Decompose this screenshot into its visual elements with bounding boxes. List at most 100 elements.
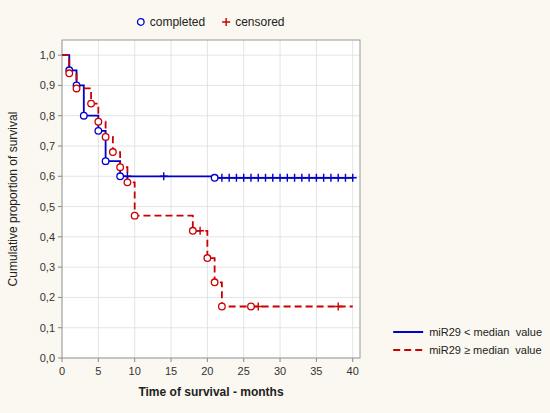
- tick: [207, 358, 208, 362]
- event-marker: [248, 303, 255, 310]
- tick-label: 0,8: [40, 110, 55, 122]
- grid-line: [171, 40, 172, 358]
- grid-line: [62, 85, 360, 86]
- tick: [58, 176, 62, 177]
- tick: [62, 358, 63, 362]
- legend-label: miR29 ≥ median value: [429, 344, 541, 356]
- censored-marker: [341, 174, 349, 182]
- censored-marker: [334, 174, 342, 182]
- legend-label: completed: [150, 15, 205, 29]
- chart: 0,00,10,20,30,40,50,60,70,80,91,00510152…: [0, 0, 550, 413]
- step-line: [62, 55, 353, 306]
- tick-label: 0,6: [40, 170, 55, 182]
- censored-marker: [312, 174, 320, 182]
- grid-line: [316, 40, 317, 358]
- censored-marker: [218, 174, 226, 182]
- tick: [58, 146, 62, 147]
- legend-item: censored: [222, 15, 284, 29]
- tick-label: 0,7: [40, 140, 55, 152]
- legend-label: censored: [235, 15, 284, 29]
- grid-line: [280, 40, 281, 358]
- tick: [58, 327, 62, 328]
- tick: [243, 358, 244, 362]
- tick: [98, 358, 99, 362]
- lines: [62, 55, 353, 306]
- tick-label: 0,3: [40, 261, 55, 273]
- step-line: [62, 55, 353, 178]
- legend-symbol: [393, 349, 423, 351]
- tick: [58, 267, 62, 268]
- censored-marker: [232, 174, 240, 182]
- grid: [62, 40, 360, 358]
- tick-label: 40: [347, 365, 359, 377]
- censored-marker: [196, 227, 204, 235]
- event-marker: [95, 118, 102, 125]
- tick-label: 0: [59, 365, 65, 377]
- tick: [171, 358, 172, 362]
- tick: [58, 236, 62, 237]
- event-marker: [117, 173, 124, 180]
- legend-lines: miR29 < median value miR29 ≥ median value: [393, 326, 542, 356]
- legend-symbol: [137, 19, 144, 26]
- event-marker: [204, 255, 211, 262]
- legend-markers: completed censored: [137, 15, 284, 29]
- tick-label: 1,0: [40, 49, 55, 61]
- legend-item: miR29 < median value: [393, 326, 542, 338]
- event-marker: [117, 164, 124, 171]
- tick-label: 35: [310, 365, 322, 377]
- tick: [352, 358, 353, 362]
- tick: [134, 358, 135, 362]
- tick-label: 10: [129, 365, 141, 377]
- censored-marker: [225, 174, 233, 182]
- grid-line: [62, 327, 360, 328]
- tick-label: 15: [165, 365, 177, 377]
- tick: [58, 85, 62, 86]
- background: [0, 0, 550, 413]
- censored-marker: [349, 174, 357, 182]
- tick-label: 0,0: [40, 352, 55, 364]
- legend-symbol: [393, 331, 423, 333]
- tick: [58, 358, 62, 359]
- data: [62, 55, 357, 310]
- tick-label: 0,9: [40, 79, 55, 91]
- tick-label: 20: [201, 365, 213, 377]
- tick-label: 30: [274, 365, 286, 377]
- censored-marker: [160, 172, 168, 180]
- event-marker: [131, 212, 138, 219]
- grid-line: [352, 40, 353, 358]
- tick: [58, 55, 62, 56]
- event-marker: [73, 85, 80, 92]
- axes: 0,00,10,20,30,40,50,60,70,80,91,00510152…: [40, 40, 360, 377]
- grid-line: [98, 40, 99, 358]
- grid-line: [62, 206, 360, 207]
- grid-line: [62, 236, 360, 237]
- tick: [280, 358, 281, 362]
- x-axis-label: Time of survival - months: [138, 385, 283, 399]
- censored-marker: [298, 174, 306, 182]
- censored-marker: [276, 174, 284, 182]
- grid-line: [243, 40, 244, 358]
- event-marker: [102, 134, 109, 141]
- legend-symbol: [222, 18, 230, 26]
- event-marker: [219, 303, 226, 310]
- grid-line: [134, 40, 135, 358]
- tick-label: 5: [95, 365, 101, 377]
- censored-marker: [254, 303, 262, 311]
- tick-label: 0,5: [40, 201, 55, 213]
- grid-line: [62, 146, 360, 147]
- grid-line: [62, 297, 360, 298]
- tick: [58, 206, 62, 207]
- censored-marker: [262, 174, 270, 182]
- tick-label: 25: [238, 365, 250, 377]
- markers: [66, 67, 357, 311]
- censored-marker: [327, 174, 335, 182]
- plot-area: [62, 40, 360, 358]
- censored-marker: [283, 174, 291, 182]
- grid-line: [62, 55, 360, 56]
- censored-marker: [320, 174, 328, 182]
- event-marker: [102, 158, 109, 165]
- event-marker: [95, 128, 102, 135]
- tick: [316, 358, 317, 362]
- event-marker: [190, 228, 197, 235]
- event-marker: [211, 175, 218, 182]
